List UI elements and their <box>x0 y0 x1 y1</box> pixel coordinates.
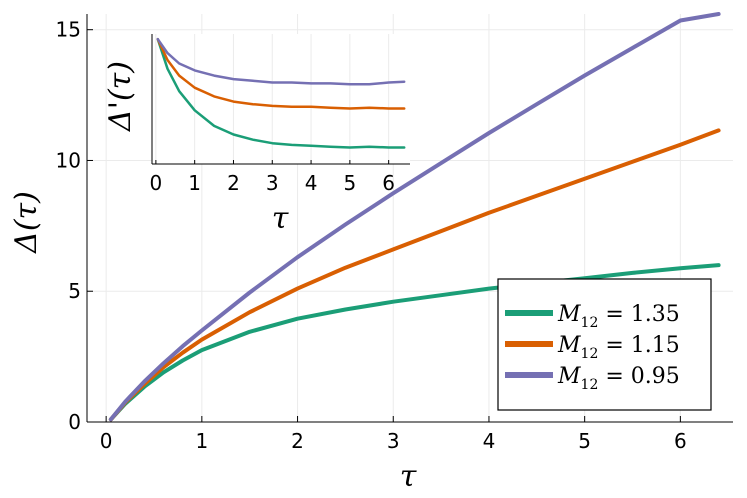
main-series-line-2 <box>108 128 721 422</box>
inset-series-line-3 <box>156 37 406 86</box>
main-x-tick-label: 3 <box>387 429 400 453</box>
legend-label-3-sub: 12 <box>581 377 599 393</box>
inset-x-axis-label: τ <box>272 201 289 236</box>
main-series-lines <box>108 12 721 422</box>
inset-series-line-2 <box>156 37 406 110</box>
inset-x-tick-label: 0 <box>150 171 163 195</box>
legend-label-2: M12 = 1.15 <box>557 333 680 362</box>
legend-label-2-rest: = 1.15 <box>598 333 679 358</box>
main-x-tick-label: 2 <box>291 429 304 453</box>
legend-label-3: M12 = 0.95 <box>557 364 680 393</box>
main-x-tick-label: 1 <box>195 429 208 453</box>
legend-label-3-rest: = 0.95 <box>598 364 679 389</box>
inset-series-line-1 <box>156 37 406 149</box>
inset-series-lines <box>156 37 406 149</box>
main-y-tick-label: 5 <box>68 279 81 303</box>
legend-label-1-sub: 12 <box>581 315 599 331</box>
main-x-axis-label: τ <box>400 459 417 494</box>
main-x-tick-label: 5 <box>578 429 591 453</box>
main-y-tick-label: 15 <box>56 18 81 42</box>
inset-y-axis-label: Δ'(τ) <box>103 61 138 132</box>
inset-x-tick-label: 1 <box>188 171 201 195</box>
inset-axes <box>151 34 410 165</box>
main-x-tick-label: 4 <box>483 429 496 453</box>
legend-entry-3: M12 = 0.95 <box>505 364 680 393</box>
main-series-line-1 <box>108 263 721 422</box>
main-axes <box>86 14 733 423</box>
main-series-line-3 <box>108 12 721 422</box>
inset-x-tick-label: 2 <box>227 171 240 195</box>
inset-x-tick-label: 5 <box>343 171 356 195</box>
main-y-axis-label: Δ(τ) <box>9 191 44 254</box>
inset-gridlines <box>155 34 390 164</box>
legend-entry-1: M12 = 1.35 <box>505 302 680 331</box>
legend: M12 = 1.35 M12 = 1.15 M12 = 0.95 <box>497 278 712 411</box>
inset-tick-labels: 0 1 2 3 4 5 6 <box>150 171 396 195</box>
inset-x-tick-label: 6 <box>382 171 395 195</box>
legend-label-2-sub: 12 <box>581 346 599 362</box>
inset-y-label-delta: Δ <box>103 109 138 132</box>
legend-label-1-rest: = 1.35 <box>598 302 679 327</box>
main-x-tick-label: 6 <box>674 429 687 453</box>
inset-y-label-arg: (τ) <box>103 61 138 101</box>
legend-entry-2: M12 = 1.15 <box>505 333 680 362</box>
main-y-tick-label: 10 <box>56 148 81 172</box>
legend-label-1-main: M <box>557 302 581 327</box>
main-y-tick-label: 0 <box>68 410 81 434</box>
inset-x-tick-label: 3 <box>266 171 279 195</box>
legend-label-2-main: M <box>557 333 581 358</box>
inset-x-tick-label: 4 <box>305 171 318 195</box>
legend-label-1: M12 = 1.35 <box>557 302 680 331</box>
legend-label-3-main: M <box>557 364 581 389</box>
inset-y-label-prime: ' <box>103 101 138 109</box>
main-x-tick-label: 0 <box>100 429 113 453</box>
